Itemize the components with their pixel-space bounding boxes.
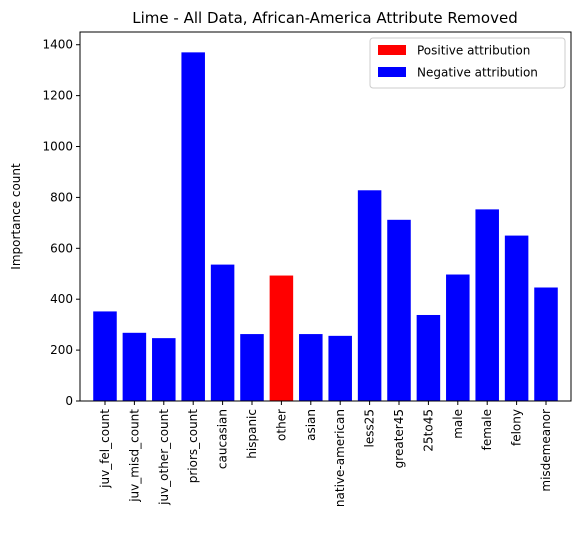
legend-label-positive: Positive attribution	[417, 44, 530, 58]
bar-male	[446, 274, 470, 401]
bar-juv_misd_count	[122, 332, 147, 401]
x-tick-label: hispanic	[245, 409, 259, 459]
bar-other	[269, 275, 294, 401]
bar-female	[475, 209, 499, 401]
x-tick-label: misdemeanor	[539, 409, 553, 492]
x-tick-label: asian	[304, 409, 318, 441]
bar-25to45	[416, 314, 441, 401]
x-tick-label: less25	[363, 409, 377, 448]
x-tick-label: greater45	[392, 409, 406, 468]
bars-layer	[93, 52, 558, 402]
x-tick-label: juv_fel_count	[98, 409, 112, 489]
y-tick-label: 1200	[42, 89, 73, 103]
x-tick-label: 25to45	[421, 409, 435, 452]
bar-juv_fel_count	[93, 311, 117, 401]
y-tick-label: 1000	[42, 140, 73, 154]
y-tick-label: 400	[50, 292, 73, 306]
y-axis: 0 200 400 600 800 1000 1200 1400	[42, 38, 80, 408]
x-tick-label: juv_misd_count	[127, 409, 141, 503]
bar-asian	[299, 334, 323, 401]
plot-frame	[79, 31, 572, 402]
bar-caucasian	[210, 264, 235, 401]
x-tick-label: female	[480, 409, 494, 450]
x-tick-label: priors_count	[186, 409, 200, 484]
legend-swatch-positive	[378, 45, 406, 55]
legend-box	[369, 37, 566, 89]
y-tick-label: 200	[50, 343, 73, 357]
y-tick-label: 0	[65, 394, 73, 408]
y-tick-label: 800	[50, 190, 73, 204]
bar-greater45	[387, 219, 411, 401]
x-tick-label: native-american	[333, 409, 347, 507]
x-tick-label: felony	[510, 409, 524, 446]
bar-less25	[357, 190, 382, 401]
bar-native-american	[328, 335, 352, 401]
bar-priors_count	[181, 52, 205, 402]
x-tick-label: male	[451, 409, 465, 439]
bar-juv_other_count	[152, 338, 176, 401]
y-axis-label: Importance count	[9, 163, 23, 270]
x-axis: juv_fel_count juv_misd_count juv_other_cou…	[98, 401, 553, 507]
bar-felony	[504, 235, 529, 401]
bar-hispanic	[240, 334, 264, 401]
y-tick-label: 600	[50, 241, 73, 255]
x-tick-label: juv_other_count	[157, 409, 171, 506]
chart-title: Lime - All Data, African-America Attribu…	[132, 9, 517, 27]
legend-label-negative: Negative attribution	[417, 66, 538, 80]
legend: Positive attribution Negative attribution	[369, 37, 566, 89]
x-tick-label: caucasian	[216, 409, 230, 469]
legend-swatch-negative	[378, 67, 406, 77]
x-tick-label: other	[274, 409, 288, 441]
bar-misdemeanor	[534, 287, 558, 401]
y-tick-label: 1400	[42, 38, 73, 52]
